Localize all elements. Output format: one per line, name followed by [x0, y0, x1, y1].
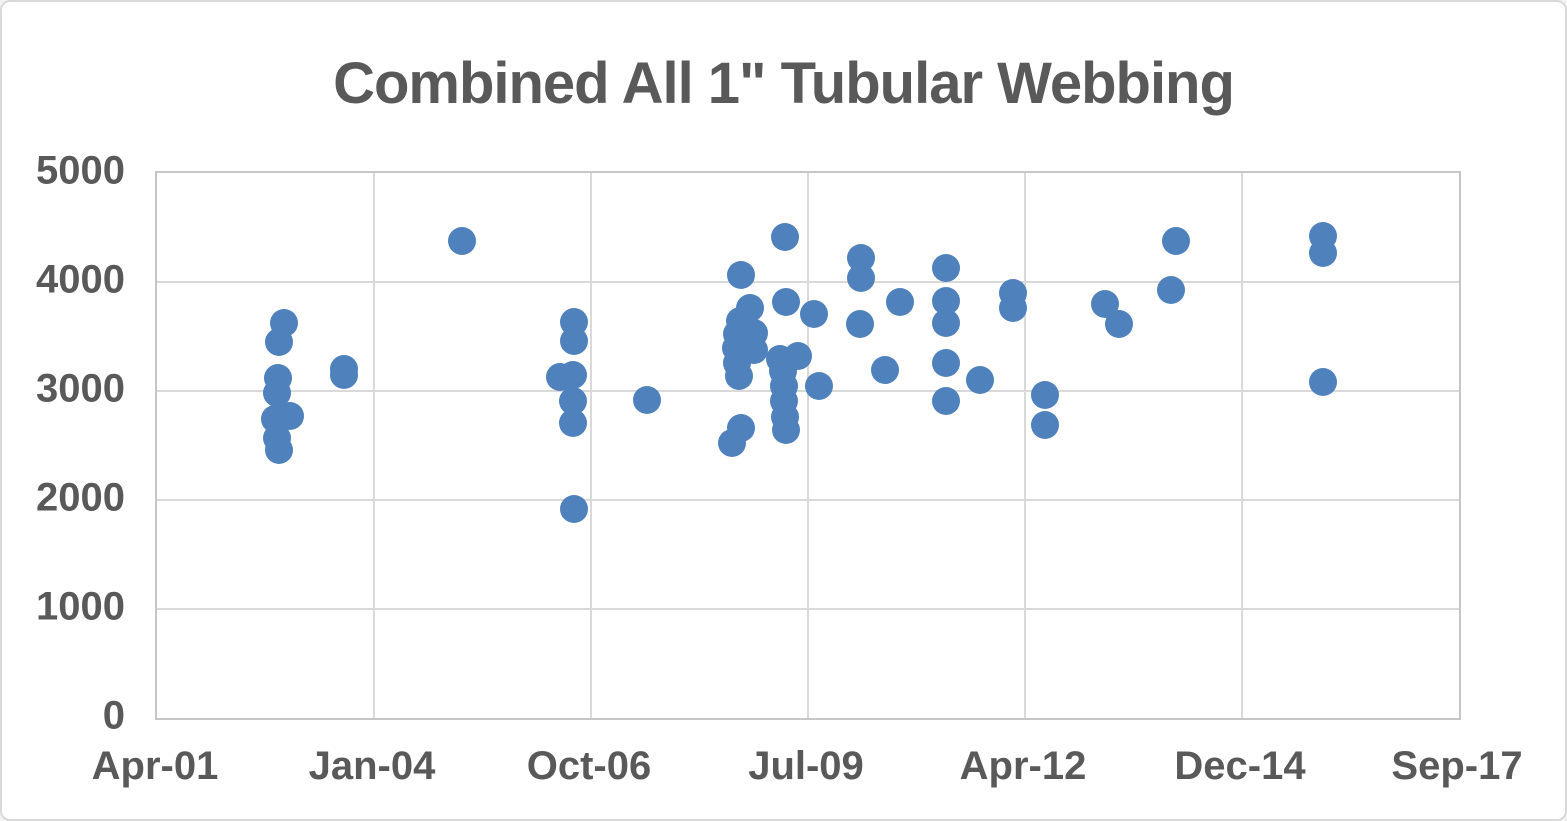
data-point — [726, 261, 755, 290]
data-point — [1031, 380, 1060, 409]
data-point — [1104, 309, 1133, 338]
gridline-vertical — [807, 173, 809, 718]
x-axis-tick-label: Jul-09 — [748, 744, 864, 788]
y-axis-tick-label: 0 — [102, 693, 125, 738]
data-point — [264, 435, 293, 464]
data-point — [558, 360, 587, 389]
y-axis-tick-label: 2000 — [36, 475, 125, 520]
data-point — [726, 414, 755, 443]
x-axis-tick-label: Dec-14 — [1174, 744, 1306, 788]
x-axis-tick-label: Apr-01 — [91, 744, 219, 788]
data-point — [736, 293, 765, 322]
y-axis-tick-label: 3000 — [36, 366, 125, 411]
y-axis-tick-label: 1000 — [36, 584, 125, 629]
data-point — [800, 299, 829, 328]
data-point — [932, 348, 961, 377]
data-point — [1308, 368, 1337, 397]
chart-title: Combined All 1" Tubular Webbing — [333, 51, 1235, 116]
x-axis-tick-label: Apr-12 — [959, 744, 1087, 788]
data-point — [772, 288, 801, 317]
data-point — [559, 327, 588, 356]
data-point — [845, 309, 874, 338]
y-axis-tick-label: 5000 — [36, 148, 125, 193]
y-axis-tick-label: 4000 — [36, 257, 125, 302]
data-point — [1162, 227, 1191, 256]
data-point — [330, 361, 359, 390]
gridline-vertical — [373, 173, 375, 718]
data-point — [804, 372, 833, 401]
gridline-vertical — [590, 173, 592, 718]
x-axis-tick-label: Oct-06 — [526, 744, 652, 788]
x-axis-tick-label: Sep-17 — [1391, 744, 1523, 788]
data-point — [1156, 276, 1185, 305]
data-point — [932, 253, 961, 282]
data-point — [263, 363, 292, 392]
data-point — [558, 409, 587, 438]
gridline-vertical — [1024, 173, 1026, 718]
data-point — [276, 402, 305, 431]
x-axis-tick-label: Jan-04 — [308, 744, 436, 788]
data-point — [739, 335, 768, 364]
data-point — [871, 356, 900, 385]
gridline-vertical — [1241, 173, 1243, 718]
data-point — [932, 387, 961, 416]
data-point — [772, 416, 801, 445]
data-point — [771, 222, 800, 251]
data-point — [846, 263, 875, 292]
data-point — [447, 226, 476, 255]
data-point — [965, 365, 994, 394]
data-point — [1308, 239, 1337, 268]
data-point — [784, 342, 813, 371]
plot-area — [155, 171, 1461, 720]
data-point — [270, 309, 299, 338]
data-point — [632, 386, 661, 415]
data-point — [998, 293, 1027, 322]
data-point — [560, 495, 589, 524]
data-point — [724, 362, 753, 391]
data-point — [885, 288, 914, 317]
data-point — [932, 308, 961, 337]
data-point — [1031, 410, 1060, 439]
